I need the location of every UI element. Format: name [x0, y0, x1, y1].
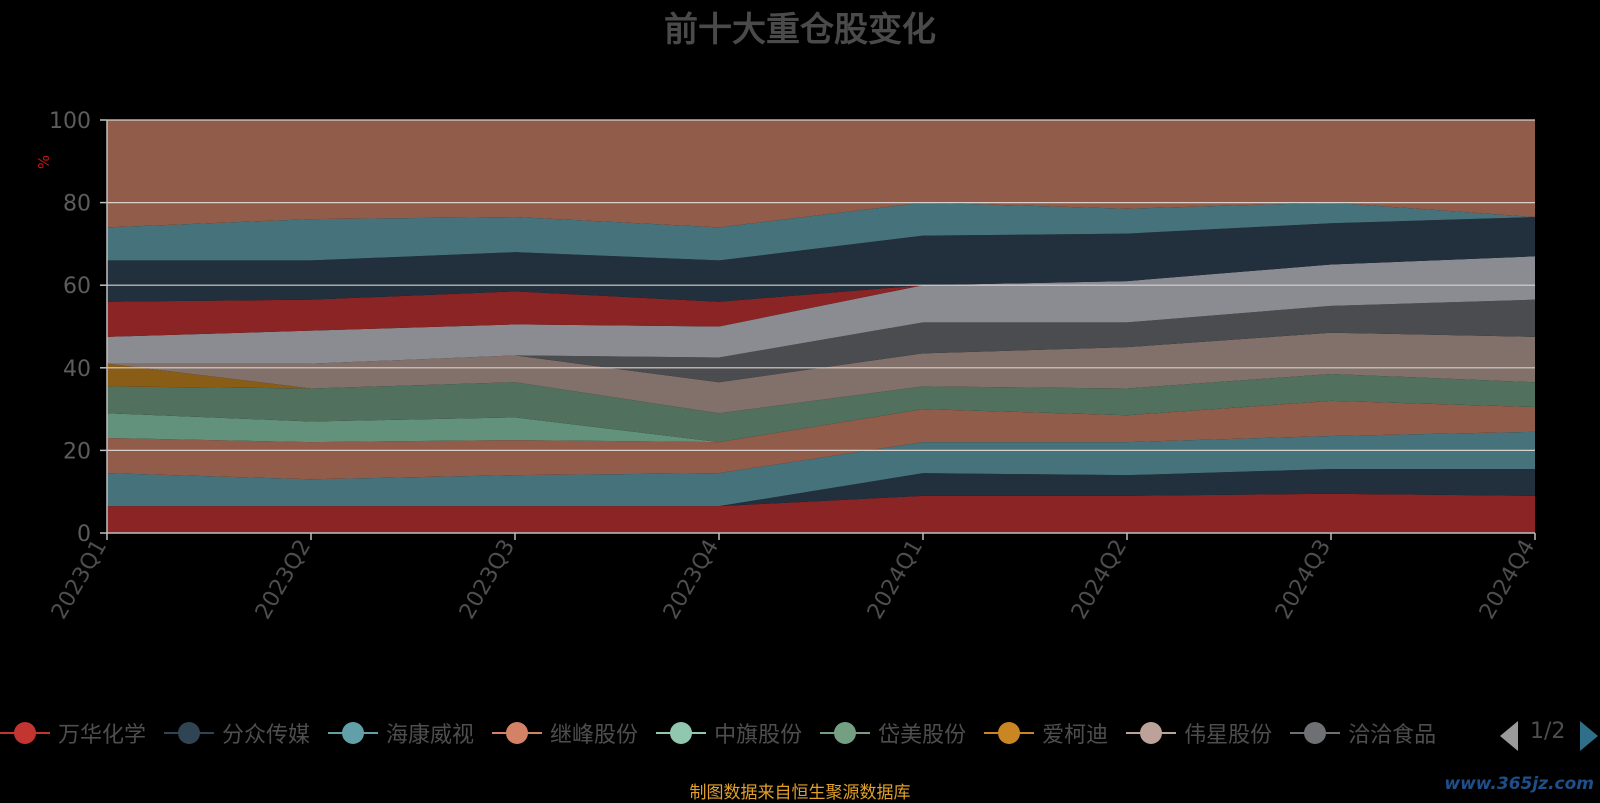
legend-item[interactable]: 爱柯迪 — [984, 715, 1108, 751]
area-series-8[interactable] — [107, 299, 1535, 383]
legend-label: 分众传媒 — [222, 723, 311, 748]
x-tick-label: 2024Q3 — [1271, 536, 1336, 624]
legend-prev-page-icon[interactable] — [1500, 721, 1518, 751]
y-tick-label: 40 — [63, 357, 91, 382]
y-tick-label: 100 — [49, 109, 91, 134]
legend-marker-icon — [656, 715, 707, 751]
area-series-7[interactable] — [107, 332, 1535, 414]
legend-item[interactable]: 洽洽食品 — [1290, 715, 1436, 751]
legend-marker-icon — [0, 715, 50, 751]
data-source-note: 制图数据来自恒生聚源数据库 — [689, 783, 911, 803]
chart-title: 前十大重仓股变化 — [664, 10, 936, 50]
legend-item[interactable]: 继峰股份 — [492, 715, 638, 751]
legend: 万华化学 分众传媒 海康威视 继峰股份 中旗股份 岱美股份 爱柯迪 伟星股份 洽洽食品 — [0, 715, 1490, 751]
area-series-4[interactable] — [107, 400, 1535, 443]
legend-marker-icon — [820, 715, 871, 751]
y-tick-label: 20 — [63, 439, 91, 464]
legend-pager: 1/2 — [1492, 718, 1600, 751]
legend-next-page-icon[interactable] — [1580, 721, 1598, 751]
legend-marker-icon — [984, 715, 1035, 751]
legend-label: 海康威视 — [386, 723, 475, 748]
legend-marker-icon — [164, 715, 215, 751]
x-tick-label: 2023Q1 — [47, 536, 112, 624]
legend-label: 中旗股份 — [714, 723, 803, 748]
legend-item[interactable]: 中旗股份 — [656, 715, 802, 751]
legend-label: 爱柯迪 — [1042, 723, 1109, 748]
watermark: www.365jz.com — [1444, 774, 1594, 794]
legend-item[interactable]: 伟星股份 — [1126, 715, 1272, 751]
area-series-11[interactable] — [107, 217, 1535, 302]
area-series-group — [107, 120, 1535, 533]
x-tick-label: 2023Q4 — [659, 536, 724, 624]
area-series-13[interactable] — [107, 120, 1535, 228]
x-tick-label: 2023Q2 — [251, 536, 316, 624]
legend-label: 继峰股份 — [550, 723, 639, 748]
area-series-5[interactable] — [107, 373, 1535, 443]
legend-item[interactable]: 万华化学 — [0, 715, 146, 751]
legend-page-indicator: 1/2 — [1530, 719, 1566, 744]
legend-marker-icon — [328, 715, 379, 751]
area-series-10[interactable] — [107, 256, 1535, 337]
legend-item[interactable]: 海康威视 — [328, 715, 474, 751]
x-tick-label: 2024Q2 — [1067, 536, 1132, 624]
area-series-3[interactable] — [107, 400, 1535, 480]
x-tick-label: 2024Q4 — [1475, 536, 1540, 624]
area-series-9[interactable] — [107, 256, 1535, 364]
legend-marker-icon — [492, 715, 543, 751]
y-tick-label: 0 — [77, 522, 91, 547]
legend-label: 万华化学 — [58, 723, 147, 748]
legend-label: 洽洽食品 — [1348, 723, 1437, 748]
area-series-1[interactable] — [107, 468, 1535, 507]
legend-marker-icon — [1290, 715, 1341, 751]
y-tick-label: 60 — [63, 274, 91, 299]
area-series-12[interactable] — [107, 202, 1535, 261]
y-tick-label: 80 — [63, 192, 91, 217]
grid-lines — [107, 119, 1535, 451]
y-axis-label: % — [35, 155, 53, 169]
legend-marker-icon — [1126, 715, 1177, 751]
legend-label: 伟星股份 — [1184, 723, 1273, 748]
legend-item[interactable]: 岱美股份 — [820, 715, 966, 751]
x-tick-label: 2024Q1 — [863, 536, 928, 624]
x-tick-label: 2023Q3 — [455, 536, 520, 624]
legend-label: 岱美股份 — [878, 723, 967, 748]
legend-item[interactable]: 分众传媒 — [164, 715, 310, 751]
area-series-0[interactable] — [107, 493, 1535, 533]
